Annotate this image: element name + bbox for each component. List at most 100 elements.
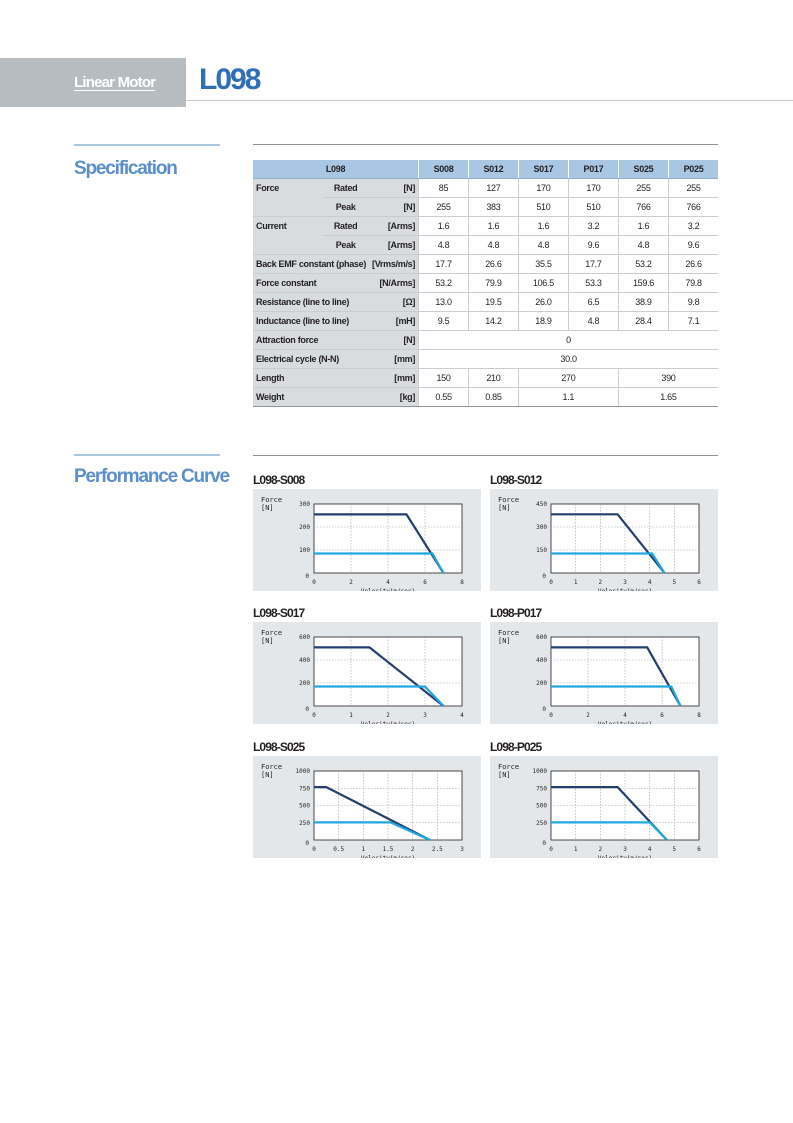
spec-row-unit: [kg]: [369, 387, 419, 407]
performance-chart: 0 1 2 3 4 5 6 0 250 500 750 1000 Force[N] Velocity(m/…: [498, 763, 701, 862]
x-tick-label: 2: [411, 846, 415, 853]
y-axis-label: [N]: [498, 504, 511, 512]
y-axis-label: Force: [498, 763, 519, 771]
spec-cell-grouped: 150: [418, 368, 469, 388]
spec-cell: 1.6: [517, 216, 569, 236]
performance-chart: 0 0.5 1 1.5 2 2.5 3 0 250 500 750 1000 Force[N] Veloc…: [261, 763, 464, 862]
x-tick-label: 0: [549, 712, 553, 719]
spec-cell: 4.8: [467, 235, 519, 255]
spec-cell: 17.7: [568, 254, 619, 274]
y-axis-label: [N]: [261, 771, 274, 779]
x-tick-label: 3: [623, 579, 627, 586]
x-tick-label: 0: [312, 846, 316, 853]
x-tick-label: 0.5: [333, 846, 344, 853]
specification-heading: Specification: [74, 158, 178, 179]
spec-cell-merged: 0: [418, 330, 718, 350]
x-tick-label: 1: [362, 846, 366, 853]
spec-row-unit: [N/Arms]: [369, 273, 419, 293]
spec-cell: 383: [467, 197, 519, 217]
spec-cell: 1.6: [467, 216, 519, 236]
origin-label: 0: [542, 840, 546, 847]
y-tick-label: 250: [536, 820, 547, 827]
chart-panel: 0 1 2 3 4 5 6 0 150 300 450 Force[N] Velocity(m/sec): [490, 489, 718, 595]
spec-cell: 170: [517, 178, 569, 198]
spec-cell: 13.0: [418, 292, 469, 312]
spec-row-unit: [Vrms/m/s]: [369, 254, 419, 274]
rated-force-curve: [314, 685, 445, 707]
spec-row-unit: [mm]: [369, 349, 419, 369]
chart-title: L098-S017: [253, 606, 305, 620]
x-tick-label: 5: [673, 579, 677, 586]
spec-row: Force Rated [N] 85 127 170 170 255 255: [253, 178, 718, 198]
spec-cell-merged: 30.0: [418, 349, 718, 369]
spec-cell: 6.5: [568, 292, 619, 312]
spec-row-label: Attraction force: [253, 330, 370, 350]
y-tick-label: 1000: [296, 768, 311, 775]
spec-cell: 53.3: [568, 273, 619, 293]
spec-column-header: P025: [668, 160, 718, 179]
spec-cell: 255: [617, 178, 669, 198]
origin-label: 0: [305, 573, 309, 580]
x-tick-label: 3: [623, 846, 627, 853]
y-axis-label: [N]: [498, 637, 511, 645]
x-tick-label: 4: [648, 579, 652, 586]
chart-panel: 0 2 4 6 8 0 100 200 300 Force[N] Velocity(m/sec): [253, 489, 481, 595]
y-tick-label: 1000: [533, 768, 548, 775]
spec-cell: 38.9: [617, 292, 669, 312]
spec-cell: 4.8: [568, 311, 619, 331]
y-axis-label: Force: [261, 629, 282, 637]
spec-column-header: S017: [517, 160, 569, 179]
y-axis-label: Force: [261, 763, 282, 771]
spec-row-sub: Peak: [322, 235, 370, 255]
y-tick-label: 200: [299, 680, 310, 687]
origin-label: 0: [305, 706, 309, 713]
spec-row-unit: [N]: [369, 178, 419, 198]
spec-row-unit: [N]: [369, 197, 419, 217]
spec-row-label: Weight: [253, 387, 370, 407]
x-axis-label: Velocity(m/sec): [361, 588, 415, 591]
spec-row-label: Inductance (line to line): [253, 311, 370, 331]
spec-cell-grouped: 0.85: [467, 387, 519, 407]
spec-row-unit: [mH]: [369, 311, 419, 331]
y-tick-label: 400: [299, 657, 310, 664]
spec-column-header: S012: [467, 160, 519, 179]
spec-cell: 14.2: [467, 311, 519, 331]
performance-chart: 0 1 2 3 4 5 6 0 150 300 450 Force[N] Velocity(m/sec): [498, 496, 701, 595]
spec-cell-grouped: 270: [517, 368, 619, 388]
rated-force-curve: [551, 821, 668, 841]
x-axis-label: Velocity(m/sec): [598, 721, 652, 724]
y-tick-label: 600: [299, 634, 310, 641]
spec-cell: 9.5: [418, 311, 469, 331]
spec-cell: 53.2: [418, 273, 469, 293]
spec-cell-grouped: 210: [467, 368, 519, 388]
x-tick-label: 4: [648, 846, 652, 853]
spec-cell: 28.4: [617, 311, 669, 331]
spec-row-group: [253, 197, 323, 217]
spec-row-sub: Rated: [322, 178, 370, 198]
chart-title: L098-S025: [253, 740, 305, 754]
spec-cell: 127: [467, 178, 519, 198]
spec-row-group: Current: [253, 216, 323, 236]
spec-row: Electrical cycle (N-N) [mm] 30.0: [253, 349, 718, 369]
spec-row: Attraction force [N] 0: [253, 330, 718, 350]
x-axis-label: Velocity(m/sec): [598, 588, 652, 591]
spec-row-unit: [mm]: [369, 368, 419, 388]
chart-panel: 0 1 2 3 4 5 6 0 250 500 750 1000 Force[N] Velocity(m/…: [490, 756, 718, 862]
y-tick-label: 250: [299, 820, 310, 827]
y-tick-label: 450: [536, 501, 547, 508]
spec-cell: 4.8: [617, 235, 669, 255]
x-tick-label: 6: [697, 846, 701, 853]
y-axis-label: [N]: [261, 637, 274, 645]
spec-cell-grouped: 0.55: [418, 387, 469, 407]
x-tick-label: 5: [673, 846, 677, 853]
spec-row: Length [mm] 150 210 270 390: [253, 368, 718, 388]
x-tick-label: 3: [460, 846, 464, 853]
x-tick-label: 2: [599, 579, 603, 586]
spec-cell: 1.6: [617, 216, 669, 236]
chart-title: L098-S008: [253, 473, 305, 487]
x-tick-label: 8: [460, 579, 464, 586]
y-tick-label: 750: [536, 785, 547, 792]
spec-row-label: Resistance (line to line): [253, 292, 370, 312]
chart-panel: 0 0.5 1 1.5 2 2.5 3 0 250 500 750 1000 Force[N] Veloc…: [253, 756, 481, 862]
spec-row-group: [253, 235, 323, 255]
